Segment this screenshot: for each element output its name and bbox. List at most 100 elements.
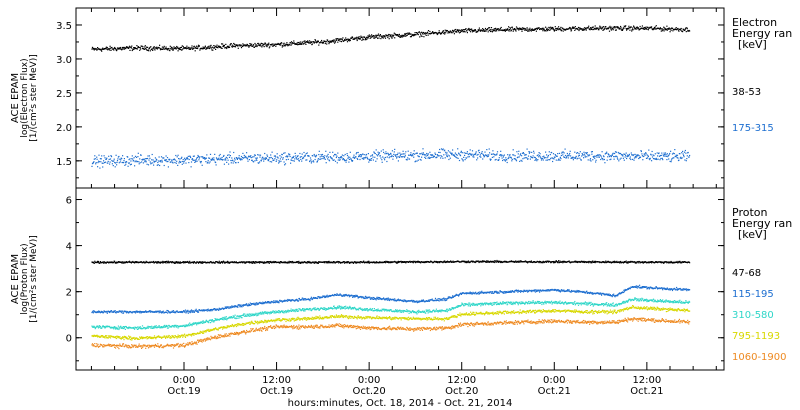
data-point — [458, 31, 460, 33]
data-point — [533, 289, 535, 291]
data-point — [514, 158, 517, 160]
data-point — [603, 158, 605, 161]
data-point — [240, 159, 242, 161]
data-point — [221, 43, 223, 45]
data-point — [625, 260, 627, 262]
data-point — [612, 29, 614, 31]
data-point — [376, 34, 378, 36]
data-point — [530, 155, 532, 158]
data-point — [187, 260, 189, 263]
data-point — [530, 289, 532, 291]
data-point — [546, 27, 548, 29]
data-point — [158, 310, 160, 312]
data-point — [193, 311, 195, 313]
data-point — [203, 310, 206, 312]
data-point — [663, 155, 665, 157]
data-point — [221, 156, 223, 159]
data-point — [595, 161, 597, 163]
data-point — [405, 301, 407, 303]
data-point — [372, 156, 374, 158]
data-point — [253, 161, 255, 163]
data-point — [290, 300, 293, 302]
data-point — [145, 161, 147, 163]
data-point — [335, 38, 337, 40]
data-point — [462, 159, 464, 161]
data-point — [206, 310, 208, 312]
data-point — [574, 151, 576, 153]
data-point — [550, 27, 552, 29]
data-point — [376, 261, 378, 263]
data-point — [535, 158, 537, 160]
data-point — [226, 261, 228, 263]
data-point — [541, 28, 543, 30]
data-point — [222, 261, 224, 263]
data-point — [116, 50, 118, 52]
data-point — [142, 162, 144, 164]
data-point — [276, 301, 278, 303]
data-point — [645, 157, 648, 159]
data-point — [427, 154, 429, 157]
data-point — [502, 291, 505, 293]
data-point — [253, 303, 255, 305]
data-point — [345, 161, 347, 163]
data-point — [574, 29, 576, 31]
data-point — [330, 40, 332, 42]
data-point — [462, 30, 464, 32]
data-point — [465, 152, 467, 154]
data-point — [173, 158, 175, 160]
data-point — [288, 153, 290, 155]
data-point — [504, 290, 506, 293]
data-point — [340, 38, 342, 40]
data-point — [339, 38, 341, 40]
data-point — [324, 296, 326, 299]
data-point — [592, 26, 594, 28]
data-point — [287, 298, 289, 301]
data-point — [590, 151, 593, 153]
data-point — [672, 30, 674, 32]
data-point — [361, 158, 363, 160]
data-point — [424, 154, 426, 156]
data-point — [347, 39, 350, 41]
data-point — [608, 156, 611, 158]
data-point — [518, 261, 520, 263]
data-point — [128, 47, 130, 49]
data-point — [527, 30, 529, 32]
data-point — [505, 291, 507, 293]
data-point — [548, 27, 550, 29]
data-point — [114, 162, 116, 164]
data-point — [138, 310, 140, 313]
data-point — [500, 29, 502, 31]
data-point — [374, 156, 376, 158]
data-point — [548, 159, 550, 161]
data-point — [238, 305, 240, 307]
data-point — [625, 261, 627, 263]
data-point — [199, 261, 201, 263]
data-point — [496, 151, 499, 153]
data-point — [183, 310, 185, 312]
data-point — [474, 153, 476, 155]
data-point — [509, 154, 511, 156]
data-point — [547, 29, 549, 31]
data-point — [121, 312, 123, 314]
data-point — [680, 27, 682, 30]
data-point — [317, 159, 319, 161]
data-point — [291, 156, 293, 158]
data-point — [224, 158, 226, 160]
data-point — [611, 154, 613, 156]
data-point — [423, 300, 425, 302]
data-point — [405, 32, 407, 35]
data-point — [211, 310, 213, 312]
data-point — [205, 161, 207, 163]
data-point — [632, 27, 634, 29]
data-point — [416, 302, 418, 304]
data-point — [597, 27, 599, 29]
data-point — [159, 262, 162, 264]
data-point — [667, 28, 669, 30]
data-point — [483, 155, 486, 157]
data-point — [414, 260, 416, 262]
data-point — [192, 261, 194, 263]
data-point — [393, 300, 395, 302]
data-point — [171, 311, 173, 313]
data-point — [576, 152, 578, 154]
data-point — [118, 47, 120, 49]
